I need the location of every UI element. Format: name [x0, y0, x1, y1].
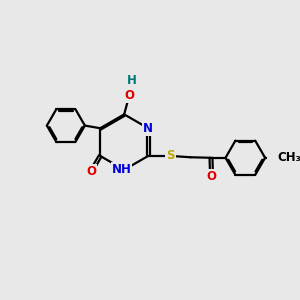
- Text: O: O: [124, 89, 134, 102]
- Text: O: O: [206, 170, 217, 183]
- Text: O: O: [86, 165, 96, 178]
- Text: S: S: [167, 149, 175, 162]
- Text: N: N: [143, 122, 153, 135]
- Text: CH₃: CH₃: [277, 151, 300, 164]
- Text: NH: NH: [112, 163, 131, 176]
- Text: H: H: [126, 74, 136, 87]
